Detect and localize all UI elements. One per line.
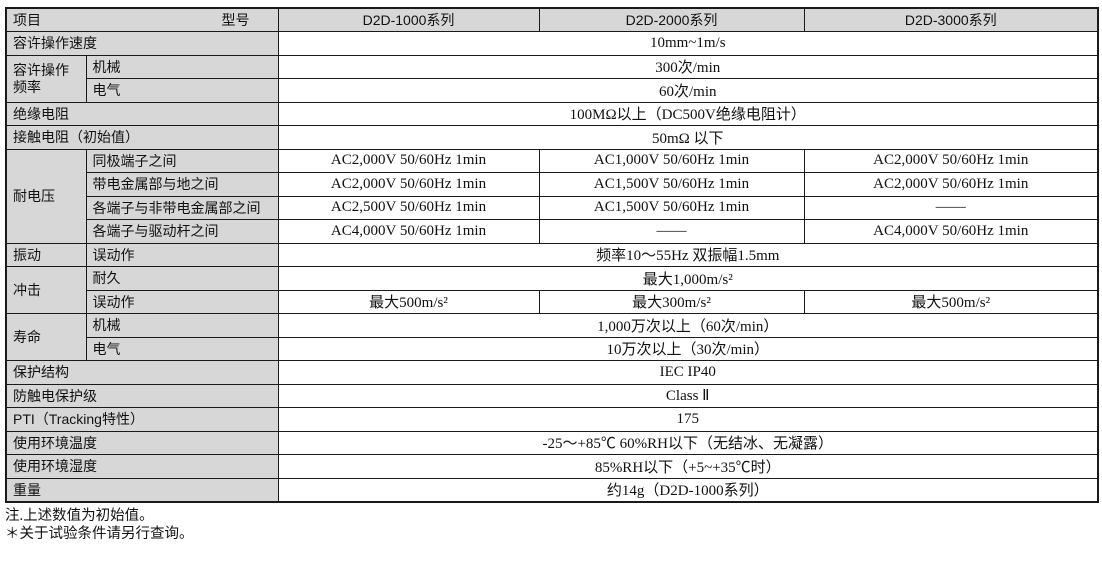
table-row: 各端子与非带电金属部之间 AC2,500V 50/60Hz 1min AC1,5… bbox=[6, 195, 1099, 220]
table-row: 防触电保护级 Class Ⅱ bbox=[5, 383, 1099, 408]
note-test-conditions: ＊关于试验条件请另行查询。 bbox=[5, 525, 194, 542]
value-cell: AC2,000V 50/60Hz 1min bbox=[277, 172, 540, 197]
value-protective-structure: IEC IP40 bbox=[277, 360, 1099, 385]
label-between-terminals-and-actuator: 各端子与驱动杆之间 bbox=[85, 219, 279, 244]
value-cell: AC2,500V 50/60Hz 1min bbox=[277, 195, 540, 220]
label-ambient-temperature: 使用环境温度 bbox=[5, 430, 279, 455]
value-protection-class: Class Ⅱ bbox=[277, 383, 1099, 408]
value-cell: AC1,000V 50/60Hz 1min bbox=[538, 148, 805, 173]
value-vibration-malfunction: 频率10～55Hz 双振幅1.5mm bbox=[277, 242, 1099, 267]
header-item-label: 项目 bbox=[13, 12, 41, 28]
label-life: 寿命 bbox=[5, 313, 87, 361]
value-cell: AC2,000V 50/60Hz 1min bbox=[277, 148, 540, 173]
table-row: 电气 60次/min bbox=[6, 78, 1099, 103]
label-insulation-resistance: 绝缘电阻 bbox=[5, 101, 279, 126]
value-shock-durability: 最大1,000m/s² bbox=[277, 266, 1099, 291]
column-header-d2d-3000: D2D-3000系列 bbox=[803, 7, 1099, 32]
label-shock: 冲击 bbox=[5, 266, 87, 314]
table-row: 耐电压 同极端子之间 AC2,000V 50/60Hz 1min AC1,000… bbox=[5, 148, 1099, 244]
table-row: 使用环境温度 -25～+85℃ 60%RH以下（无结冰、无凝露） bbox=[5, 430, 1099, 455]
label-contact-resistance: 接触电阻（初始值） bbox=[5, 125, 279, 150]
value-cell: AC2,000V 50/60Hz 1min bbox=[803, 172, 1099, 197]
label-protective-structure: 保护结构 bbox=[5, 360, 279, 385]
table-row: 冲击 耐久 最大1,000m/s² bbox=[5, 266, 1099, 314]
label-durability: 耐久 bbox=[85, 266, 279, 291]
table-row: 接触电阻（初始值） 50mΩ 以下 bbox=[5, 125, 1099, 150]
footnotes: 注.上述数值为初始值。 ＊关于试验条件请另行查询。 bbox=[5, 507, 1102, 543]
value-cell: AC1,500V 50/60Hz 1min bbox=[538, 172, 805, 197]
spec-sheet-page: 项目 型号 D2D-1000系列 D2D-2000系列 D2D-3000系列 容… bbox=[5, 7, 1102, 543]
value-ambient-temperature: -25～+85℃ 60%RH以下（无结冰、无凝露） bbox=[277, 430, 1099, 455]
value-cell: 最大500m/s² bbox=[803, 289, 1099, 314]
value-cell: 最大300m/s² bbox=[538, 289, 805, 314]
label-malfunction: 误动作 bbox=[85, 242, 279, 267]
label-electrical: 电气 bbox=[85, 336, 279, 361]
value-pti: 175 bbox=[277, 407, 1099, 432]
table-row: 振动 误动作 频率10～55Hz 双振幅1.5mm bbox=[5, 242, 1099, 267]
value-cell: —— bbox=[803, 195, 1099, 220]
label-between-terminals-and-non-live-metal: 各端子与非带电金属部之间 bbox=[85, 195, 279, 220]
label-electric-shock-protection-class: 防触电保护级 bbox=[5, 383, 279, 408]
label-electrical: 电气 bbox=[85, 78, 279, 103]
table-row: 各端子与驱动杆之间 AC4,000V 50/60Hz 1min —— AC4,0… bbox=[6, 219, 1099, 244]
header-model-label: 型号 bbox=[221, 12, 250, 28]
label-dielectric-strength: 耐电压 bbox=[5, 148, 87, 244]
note-initial-values: 注.上述数值为初始值。 bbox=[5, 507, 154, 524]
table-row: 寿命 机械 1,000万次以上（60次/min） bbox=[5, 313, 1099, 361]
label-between-same-polarity-terminals: 同极端子之间 bbox=[85, 148, 279, 173]
table-row: 容许操作速度 10mm~1m/s bbox=[5, 31, 1099, 56]
value-electrical-frequency: 60次/min bbox=[277, 78, 1099, 103]
value-electrical-life: 10万次以上（30次/min） bbox=[277, 336, 1099, 361]
label-weight: 重量 bbox=[5, 477, 279, 502]
label-permissible-operating-frequency: 容许操作频率 bbox=[5, 54, 87, 103]
value-cell: —— bbox=[538, 219, 805, 244]
column-header-d2d-2000: D2D-2000系列 bbox=[538, 7, 805, 32]
value-mechanical-life: 1,000万次以上（60次/min） bbox=[277, 313, 1099, 338]
value-mechanical-frequency: 300次/min bbox=[277, 54, 1099, 79]
label-between-live-metal-and-ground: 带电金属部与地之间 bbox=[85, 172, 279, 197]
value-cell: AC4,000V 50/60Hz 1min bbox=[277, 219, 540, 244]
table-row: PTI（Tracking特性） 175 bbox=[5, 407, 1099, 432]
table-row: 误动作 最大500m/s² 最大300m/s² 最大500m/s² bbox=[6, 289, 1099, 314]
value-contact-resistance: 50mΩ 以下 bbox=[277, 125, 1099, 150]
label-permissible-operating-speed: 容许操作速度 bbox=[5, 31, 279, 56]
value-cell: AC1,500V 50/60Hz 1min bbox=[538, 195, 805, 220]
label-ambient-humidity: 使用环境湿度 bbox=[5, 454, 279, 479]
label-mechanical: 机械 bbox=[85, 313, 279, 338]
table-row: 带电金属部与地之间 AC2,000V 50/60Hz 1min AC1,500V… bbox=[6, 172, 1099, 197]
label-vibration: 振动 bbox=[5, 242, 87, 267]
label-pti-tracking: PTI（Tracking特性） bbox=[5, 407, 279, 432]
spec-table: 项目 型号 D2D-1000系列 D2D-2000系列 D2D-3000系列 容… bbox=[5, 7, 1099, 503]
value-cell: AC4,000V 50/60Hz 1min bbox=[803, 219, 1099, 244]
table-row: 容许操作频率 机械 300次/min bbox=[5, 54, 1099, 103]
header-row: 项目 型号 D2D-1000系列 D2D-2000系列 D2D-3000系列 bbox=[5, 7, 1099, 32]
table-row: 绝缘电阻 100MΩ以上（DC500V绝缘电阻计） bbox=[5, 101, 1099, 126]
table-row: 保护结构 IEC IP40 bbox=[5, 360, 1099, 385]
table-row: 电气 10万次以上（30次/min） bbox=[6, 336, 1099, 361]
table-row: 使用环境湿度 85%RH以下（+5~+35℃时） bbox=[5, 454, 1099, 479]
label-malfunction: 误动作 bbox=[85, 289, 279, 314]
value-weight: 约14g（D2D-1000系列） bbox=[277, 477, 1099, 502]
value-insulation-resistance: 100MΩ以上（DC500V绝缘电阻计） bbox=[277, 101, 1099, 126]
label-mechanical: 机械 bbox=[85, 54, 279, 79]
value-cell: 最大500m/s² bbox=[277, 289, 540, 314]
header-item-model-cell: 项目 型号 bbox=[5, 7, 279, 32]
value-ambient-humidity: 85%RH以下（+5~+35℃时） bbox=[277, 454, 1099, 479]
column-header-d2d-1000: D2D-1000系列 bbox=[277, 7, 540, 32]
value-operating-speed: 10mm~1m/s bbox=[277, 31, 1099, 56]
table-row: 重量 约14g（D2D-1000系列） bbox=[5, 477, 1099, 502]
value-cell: AC2,000V 50/60Hz 1min bbox=[803, 148, 1099, 173]
